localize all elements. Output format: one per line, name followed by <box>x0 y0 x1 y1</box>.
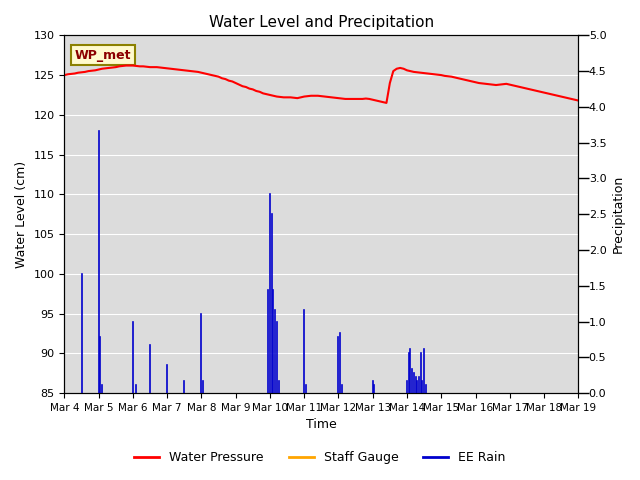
Y-axis label: Precipitation: Precipitation <box>612 175 625 253</box>
Legend: Water Pressure, Staff Gauge, EE Rain: Water Pressure, Staff Gauge, EE Rain <box>129 446 511 469</box>
X-axis label: Time: Time <box>306 419 337 432</box>
Y-axis label: Water Level (cm): Water Level (cm) <box>15 161 28 268</box>
Text: WP_met: WP_met <box>75 48 131 61</box>
Title: Water Level and Precipitation: Water Level and Precipitation <box>209 15 434 30</box>
